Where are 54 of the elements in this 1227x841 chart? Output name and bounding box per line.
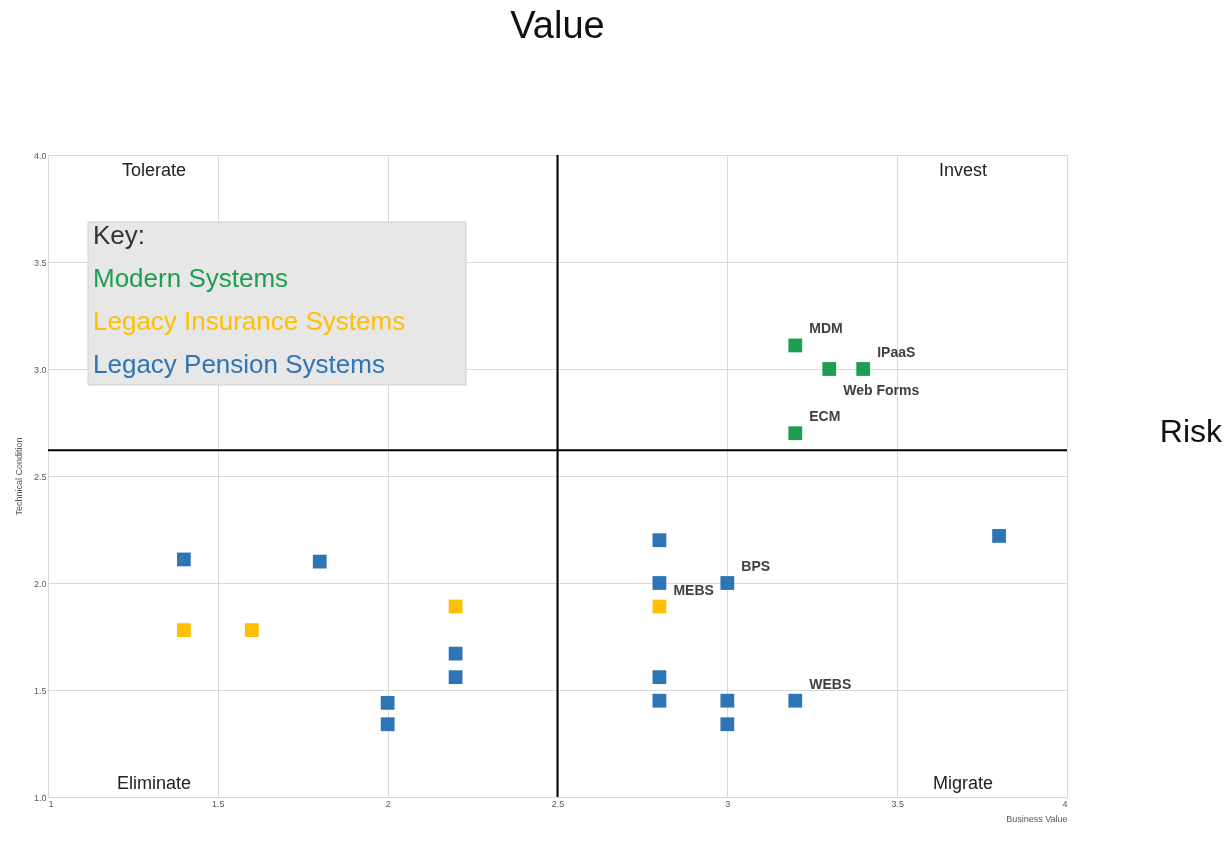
annotation: WEBS: [809, 675, 852, 692]
y-tick-label: 2.5: [33, 471, 47, 482]
point: [720, 717, 735, 732]
annotation: Migrate: [932, 772, 994, 793]
y-tick-label: 3.0: [33, 364, 47, 375]
point: [822, 362, 837, 376]
text: Modern Systems: [93, 263, 289, 293]
x-tick-label: 3: [725, 798, 731, 809]
x-axis-title: Business Value: [1006, 813, 1068, 824]
x-tick-label: 2: [385, 798, 391, 809]
point: [720, 576, 735, 590]
y-tick-label: 1.5: [33, 685, 47, 696]
annotation: IPaaS: [877, 344, 916, 360]
point: [652, 533, 667, 548]
annotation: MEBS: [673, 581, 714, 598]
point: [720, 693, 735, 708]
x-tick-label: 3.5: [891, 798, 904, 809]
annotation: Tolerate: [121, 159, 187, 180]
annotation: BPS: [741, 558, 771, 574]
point: [448, 646, 463, 661]
y-tick-label: 3.5: [33, 257, 47, 268]
y-tick-label: 1.0: [33, 792, 47, 803]
point: [788, 426, 803, 441]
x-tick-label: 4: [1062, 798, 1068, 809]
annotation: Invest: [938, 159, 988, 180]
point: [176, 623, 191, 637]
point: [856, 362, 871, 376]
point: [652, 576, 667, 590]
annotation: Eliminate: [116, 772, 192, 793]
point: [380, 717, 395, 732]
text: Legacy Insurance Systems: [93, 306, 406, 336]
annotation: MDM: [809, 320, 843, 337]
point: [448, 670, 463, 685]
y-axis-title: Technical Condition: [13, 437, 24, 516]
legend-title: Key:: [93, 220, 146, 250]
point: [244, 623, 259, 637]
point: [652, 693, 667, 708]
point: [312, 554, 327, 569]
x-tick-label: 2.5: [551, 798, 565, 809]
text: Risk: [1159, 413, 1223, 449]
annotation: ECM: [809, 408, 841, 425]
x-tick-label: 1: [48, 798, 54, 809]
point: [176, 552, 191, 567]
annotation: Web Forms: [843, 382, 920, 398]
text: Legacy Pension Systems: [93, 349, 385, 379]
y-tick-label: 2.0: [33, 578, 47, 589]
x-tick-label: 1.5: [212, 798, 225, 809]
point: [380, 695, 395, 710]
point: [992, 529, 1006, 543]
chart-title: Value: [510, 4, 605, 46]
point: [788, 693, 803, 708]
point: [788, 338, 803, 353]
y-tick-label: 4.0: [33, 150, 47, 161]
point: [652, 670, 667, 685]
